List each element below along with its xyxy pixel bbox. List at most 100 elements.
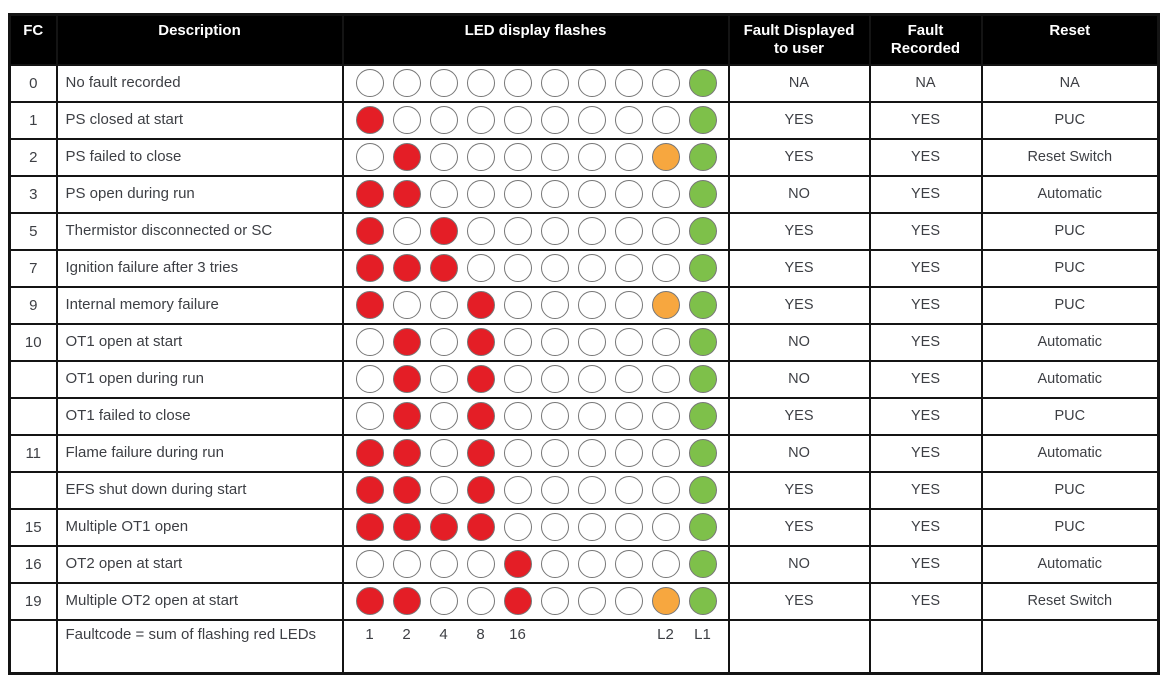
led-dot-red — [466, 513, 495, 541]
description-cell: Multiple OT1 open — [55, 507, 344, 547]
fc-cell: 19 — [8, 581, 58, 621]
fault-displayed-cell: NA — [727, 63, 871, 103]
led-strip — [345, 402, 727, 430]
led-dot-red — [392, 328, 421, 356]
led-dot-red — [392, 365, 421, 393]
led-dot-off — [651, 513, 680, 541]
fault-displayed-cell: NO — [727, 174, 871, 214]
led-dot-green — [688, 587, 717, 615]
led-strip — [345, 69, 727, 97]
reset-cell: PUC — [980, 470, 1160, 510]
fc-cell: 0 — [8, 63, 58, 103]
led-display-cell — [341, 63, 730, 103]
fault-displayed-cell: YES — [727, 248, 871, 288]
fault-row: 10 OT1 open at start NO YES Automatic — [8, 322, 1160, 362]
fault-recorded-cell: YES — [868, 470, 983, 510]
fc-cell — [8, 470, 58, 510]
led-dot-off — [651, 402, 680, 430]
header-led-display: LED display flashes — [341, 13, 730, 66]
fc-cell: 9 — [8, 285, 58, 325]
led-dot-off — [355, 550, 384, 578]
fault-recorded-cell: YES — [868, 581, 983, 621]
fault-row: EFS shut down during start YES YES PUC — [8, 470, 1160, 510]
fc-cell: 11 — [8, 433, 58, 473]
fault-row: 0 No fault recorded NA NA NA — [8, 63, 1160, 103]
led-dot-green — [688, 106, 717, 134]
led-dot-off — [429, 180, 458, 208]
reset-cell — [980, 618, 1160, 675]
led-dot-off — [540, 291, 569, 319]
led-dot-off — [355, 143, 384, 171]
led-legend-label: 2 — [402, 625, 411, 643]
led-dot-off — [503, 106, 532, 134]
led-dot-off — [614, 180, 643, 208]
led-dot-off — [577, 365, 606, 393]
fault-recorded-cell: YES — [868, 174, 983, 214]
led-display-cell — [341, 544, 730, 584]
led-strip — [345, 180, 727, 208]
led-dot-off — [651, 69, 680, 97]
led-display-cell — [341, 581, 730, 621]
led-dot-red — [355, 587, 384, 615]
led-dot-off — [651, 439, 680, 467]
reset-cell: PUC — [980, 285, 1160, 325]
fault-recorded-cell — [868, 618, 983, 675]
led-dot-off — [614, 69, 643, 97]
led-dot-off — [355, 402, 384, 430]
description-cell: Flame failure during run — [55, 433, 344, 473]
led-dot-off — [429, 476, 458, 504]
led-dot-red — [392, 143, 421, 171]
description-cell: OT1 open during run — [55, 359, 344, 399]
fault-displayed-cell: NO — [727, 359, 871, 399]
led-dot-red — [392, 439, 421, 467]
led-display-cell — [341, 359, 730, 399]
led-strip — [345, 291, 727, 319]
header-fc: FC — [8, 13, 58, 66]
led-legend-spacer — [578, 626, 606, 643]
fault-recorded-cell: YES — [868, 544, 983, 584]
led-dot-off — [540, 143, 569, 171]
led-dot-off — [540, 402, 569, 430]
led-dot-off — [540, 550, 569, 578]
led-dot-off — [540, 365, 569, 393]
led-dot-off — [466, 254, 495, 282]
led-dot-off — [614, 476, 643, 504]
led-strip — [345, 587, 727, 615]
led-dot-off — [651, 550, 680, 578]
led-display-cell — [341, 470, 730, 510]
reset-cell: PUC — [980, 248, 1160, 288]
fault-row: 5 Thermistor disconnected or SC YES YES PUC — [8, 211, 1160, 251]
led-legend-label: 4 — [439, 625, 448, 643]
led-dot-red — [466, 476, 495, 504]
description-cell: Ignition failure after 3 tries — [55, 248, 344, 288]
led-dot-off — [651, 328, 680, 356]
fault-displayed-cell: YES — [727, 581, 871, 621]
led-dot-off — [651, 365, 680, 393]
led-dot-orange — [651, 587, 680, 615]
led-dot-off — [355, 328, 384, 356]
fault-displayed-cell: NO — [727, 544, 871, 584]
description-cell: OT2 open at start — [55, 544, 344, 584]
led-dot-red — [392, 513, 421, 541]
led-dot-off — [392, 291, 421, 319]
fault-row: 2 PS failed to close YES YES Reset Switch — [8, 137, 1160, 177]
led-dot-off — [614, 513, 643, 541]
led-display-cell — [341, 433, 730, 473]
fault-row: 7 Ignition failure after 3 tries YES YES PUC — [8, 248, 1160, 288]
led-dot-off — [429, 402, 458, 430]
led-dot-off — [466, 217, 495, 245]
legend-description-cell: Faultcode = sum of flashing red LEDs — [55, 618, 344, 675]
led-dot-off — [429, 587, 458, 615]
fault-recorded-cell: YES — [868, 359, 983, 399]
led-dot-off — [503, 439, 532, 467]
led-display-cell — [341, 174, 730, 214]
fault-displayed-cell: NO — [727, 322, 871, 362]
fault-row: 16 OT2 open at start NO YES Automatic — [8, 544, 1160, 584]
led-dot-red — [355, 513, 384, 541]
led-dot-off — [577, 328, 606, 356]
led-display-cell — [341, 507, 730, 547]
led-dot-off — [540, 513, 569, 541]
fault-recorded-cell: YES — [868, 100, 983, 140]
fault-displayed-cell: YES — [727, 470, 871, 510]
led-dot-red — [355, 217, 384, 245]
